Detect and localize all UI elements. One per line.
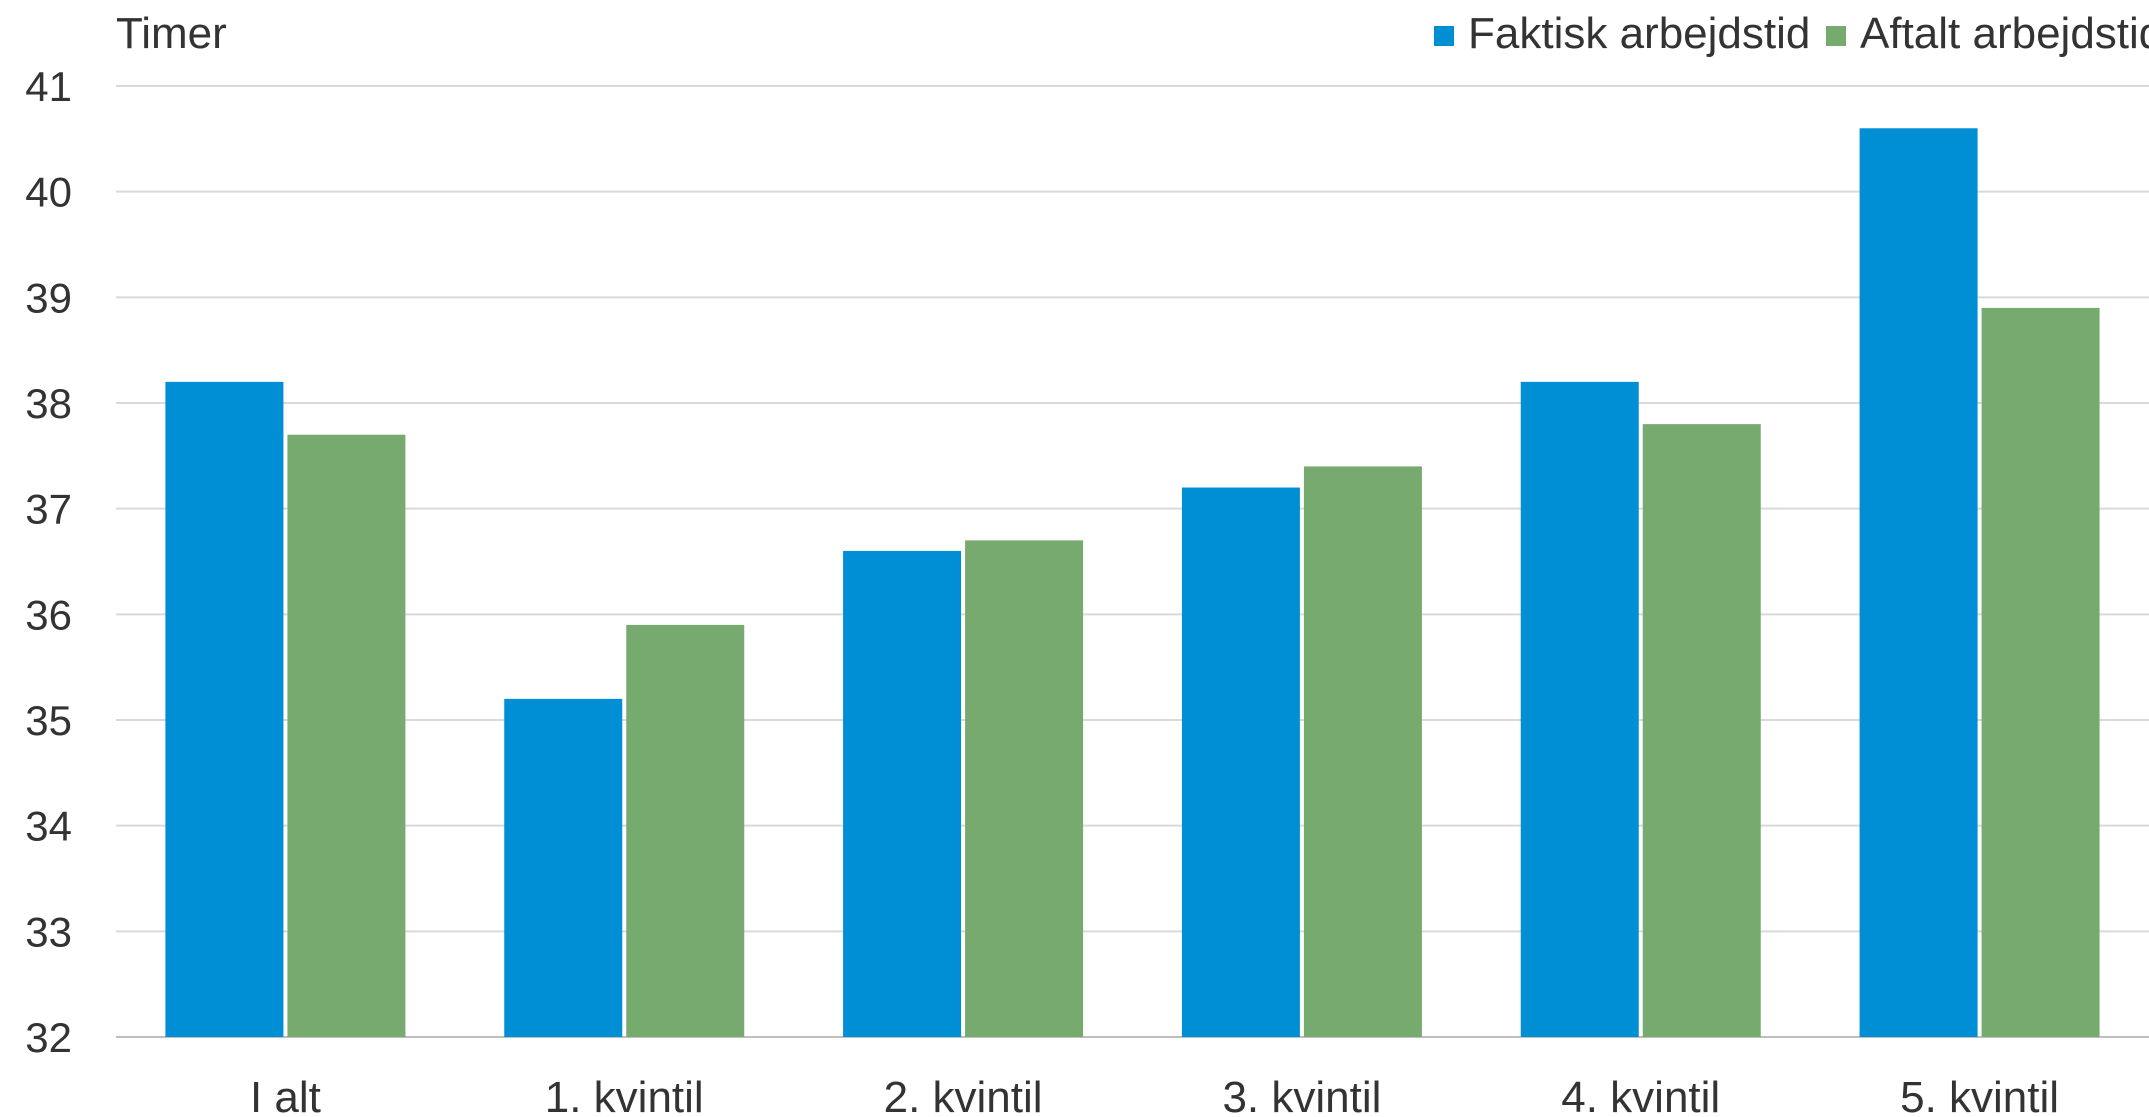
x-tick-label: 2. kvintil bbox=[884, 1073, 1043, 1117]
bar bbox=[165, 381, 284, 1037]
bar bbox=[504, 698, 623, 1037]
y-tick-label: 34 bbox=[25, 803, 72, 850]
y-axis-ticks: 32 33 34 35 36 37 38 39 40 41 bbox=[25, 63, 72, 1061]
y-tick-label: 33 bbox=[25, 908, 72, 955]
x-axis-labels: I alt 1. kvintil 2. kvintil 3. kvintil 4. kv… bbox=[250, 1073, 2059, 1117]
bar bbox=[1642, 424, 1761, 1038]
y-tick-label: 38 bbox=[25, 380, 72, 427]
bars bbox=[165, 128, 2100, 1038]
y-tick-label: 35 bbox=[25, 697, 72, 744]
x-tick-label: 1. kvintil bbox=[545, 1073, 704, 1117]
bar bbox=[287, 434, 406, 1037]
bar bbox=[1303, 466, 1422, 1037]
bar bbox=[626, 624, 745, 1037]
bar bbox=[1981, 307, 2100, 1037]
y-tick-label: 37 bbox=[25, 486, 72, 533]
bar bbox=[843, 550, 962, 1037]
x-tick-label: 5. kvintil bbox=[1900, 1073, 2059, 1117]
y-tick-label: 40 bbox=[25, 169, 72, 216]
y-axis-label: Timer bbox=[116, 9, 227, 58]
legend-label: Aftalt arbejdstid bbox=[1860, 9, 2149, 58]
legend: Faktisk arbejdstid Aftalt arbejdstid bbox=[1434, 9, 2149, 58]
y-tick-label: 32 bbox=[25, 1014, 72, 1061]
gridlines bbox=[116, 85, 2149, 1038]
y-tick-label: 41 bbox=[25, 63, 72, 110]
x-tick-label: 3. kvintil bbox=[1222, 1073, 1381, 1117]
y-tick-label: 39 bbox=[25, 274, 72, 321]
legend-swatch bbox=[1434, 26, 1454, 46]
x-tick-label: I alt bbox=[250, 1073, 321, 1117]
bar bbox=[1859, 128, 1978, 1037]
bar bbox=[1181, 487, 1300, 1037]
bar bbox=[1520, 381, 1639, 1037]
legend-label: Faktisk arbejdstid bbox=[1468, 9, 1810, 58]
legend-swatch bbox=[1826, 26, 1846, 46]
y-tick-label: 36 bbox=[25, 591, 72, 638]
bar bbox=[965, 540, 1084, 1037]
x-tick-label: 4. kvintil bbox=[1561, 1073, 1720, 1117]
